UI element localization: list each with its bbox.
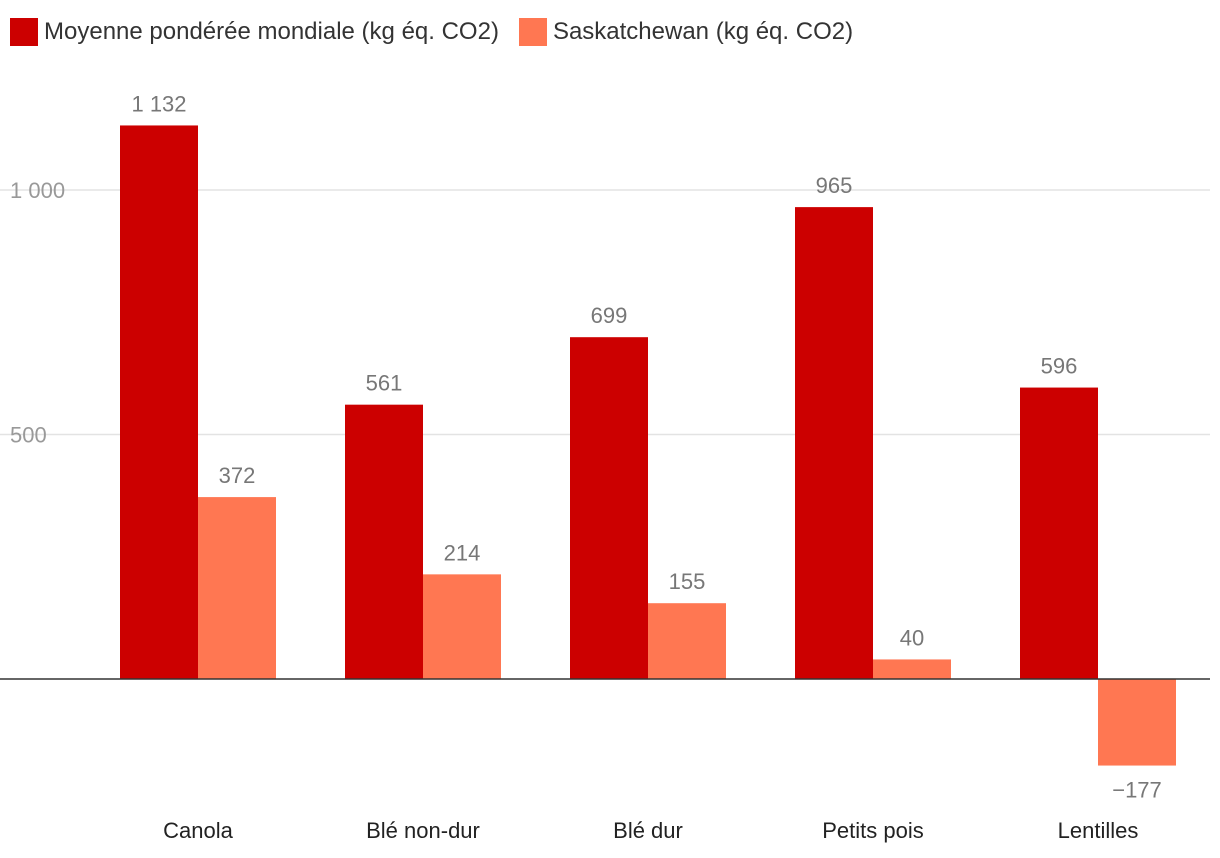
legend-item-saskatchewan[interactable]: Saskatchewan (kg éq. CO2) bbox=[518, 18, 854, 46]
data-label-Lentilles-series-1: −177 bbox=[1112, 778, 1162, 803]
data-label-Blé dur-series-0: 699 bbox=[591, 303, 628, 328]
x-category-label-Lentilles: Lentilles bbox=[1058, 818, 1139, 843]
chart-legend: Moyenne pondérée mondiale (kg éq. CO2) S… bbox=[10, 18, 853, 46]
bar-Petits pois-series-1[interactable] bbox=[873, 659, 951, 679]
bar-Blé dur-series-0[interactable] bbox=[570, 337, 648, 679]
x-category-label-Blé dur: Blé dur bbox=[613, 818, 683, 843]
legend-label-saskatchewan: Saskatchewan (kg éq. CO2) bbox=[552, 18, 854, 45]
bar-Canola-series-1[interactable] bbox=[198, 497, 276, 679]
data-label-Canola-series-0: 1 132 bbox=[131, 91, 186, 116]
data-label-Blé non-dur-series-0: 561 bbox=[366, 371, 403, 396]
data-label-Lentilles-series-0: 596 bbox=[1041, 354, 1078, 379]
bar-Blé non-dur-series-1[interactable] bbox=[423, 574, 501, 679]
y-tick-label-1000: 1 000 bbox=[10, 178, 65, 203]
data-label-Petits pois-series-0: 965 bbox=[816, 173, 853, 198]
bar-Lentilles-series-1[interactable] bbox=[1098, 679, 1176, 766]
data-label-Blé dur-series-1: 155 bbox=[669, 569, 706, 594]
bar-Petits pois-series-0[interactable] bbox=[795, 207, 873, 680]
bar-Canola-series-0[interactable] bbox=[120, 125, 198, 679]
bar-Blé non-dur-series-0[interactable] bbox=[345, 404, 423, 679]
x-category-label-Blé non-dur: Blé non-dur bbox=[366, 818, 480, 843]
bar-Lentilles-series-0[interactable] bbox=[1020, 387, 1098, 679]
bar-Blé dur-series-1[interactable] bbox=[648, 603, 726, 679]
legend-swatch-world bbox=[10, 18, 38, 46]
x-category-label-Petits pois: Petits pois bbox=[822, 818, 924, 843]
legend-item-world[interactable]: Moyenne pondérée mondiale (kg éq. CO2) bbox=[10, 18, 499, 46]
data-label-Blé non-dur-series-1: 214 bbox=[444, 540, 481, 565]
legend-label-world: Moyenne pondérée mondiale (kg éq. CO2) bbox=[44, 18, 499, 45]
y-tick-label-500: 500 bbox=[10, 423, 47, 448]
legend-swatch-saskatchewan bbox=[518, 18, 547, 46]
data-label-Petits pois-series-1: 40 bbox=[900, 625, 924, 650]
data-label-Canola-series-1: 372 bbox=[219, 463, 256, 488]
x-category-label-Canola: Canola bbox=[163, 818, 233, 843]
